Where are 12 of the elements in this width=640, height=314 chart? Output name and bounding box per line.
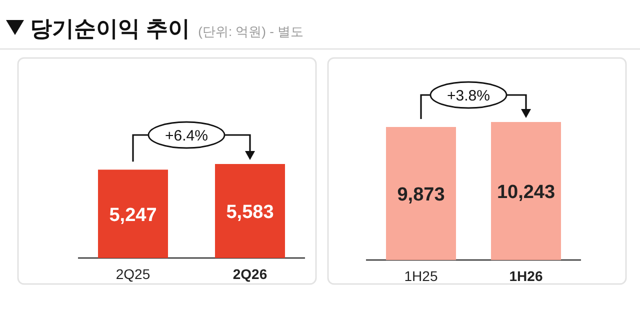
- data-label: 10,243: [496, 182, 556, 203]
- chart-subtitle: (단위: 억원) - 별도: [198, 24, 304, 39]
- data-label: 9,873: [397, 184, 445, 206]
- x-tick-label: 2Q26: [232, 266, 268, 282]
- data-label: 5,583: [226, 202, 274, 223]
- data-label: 5,247: [109, 204, 157, 226]
- x-tick-label: 1H26: [509, 268, 543, 284]
- text: +6.4%: [165, 128, 208, 144]
- chart-title: 당기순이익 추이: [30, 16, 190, 41]
- text: +3.8%: [447, 88, 490, 104]
- x-tick-label: 2Q25: [116, 266, 150, 282]
- x-tick-label: 1H25: [404, 268, 438, 284]
